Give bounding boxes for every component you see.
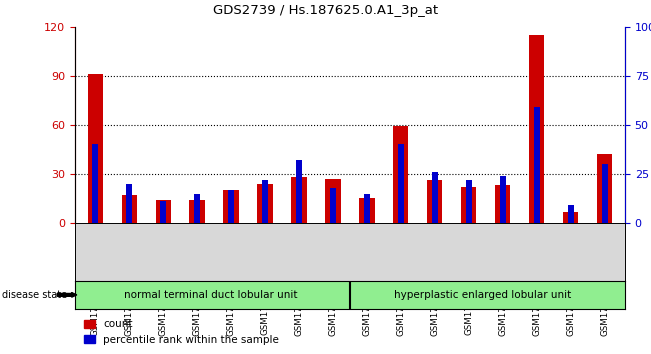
Legend: count, percentile rank within the sample: count, percentile rank within the sample (80, 315, 283, 349)
Bar (495, 185, 510, 223)
Bar (465, 180, 472, 223)
Bar (500, 176, 506, 223)
Bar (597, 154, 612, 223)
Bar (534, 107, 540, 223)
Bar (461, 187, 477, 223)
Bar (88, 74, 103, 223)
Text: hyperplastic enlarged lobular unit: hyperplastic enlarged lobular unit (394, 290, 571, 300)
Bar (262, 180, 268, 223)
Bar (126, 184, 132, 223)
Bar (92, 144, 98, 223)
Bar (194, 194, 200, 223)
Bar (330, 188, 336, 223)
Bar (189, 200, 205, 223)
Bar (359, 199, 374, 223)
Bar (568, 205, 574, 223)
Text: GDS2739 / Hs.187625.0.A1_3p_at: GDS2739 / Hs.187625.0.A1_3p_at (213, 4, 438, 17)
Bar (427, 181, 443, 223)
Bar (326, 179, 340, 223)
Bar (223, 190, 239, 223)
Bar (602, 164, 607, 223)
Bar (228, 190, 234, 223)
Bar (393, 126, 408, 223)
Bar (122, 195, 137, 223)
Text: normal terminal duct lobular unit: normal terminal duct lobular unit (124, 290, 298, 300)
Bar (563, 212, 578, 223)
Bar (432, 172, 438, 223)
Text: disease state: disease state (2, 290, 67, 300)
Bar (364, 194, 370, 223)
Bar (529, 35, 544, 223)
Bar (292, 177, 307, 223)
Bar (257, 184, 273, 223)
Bar (156, 200, 171, 223)
Bar (296, 160, 302, 223)
Bar (398, 144, 404, 223)
Bar (160, 201, 166, 223)
